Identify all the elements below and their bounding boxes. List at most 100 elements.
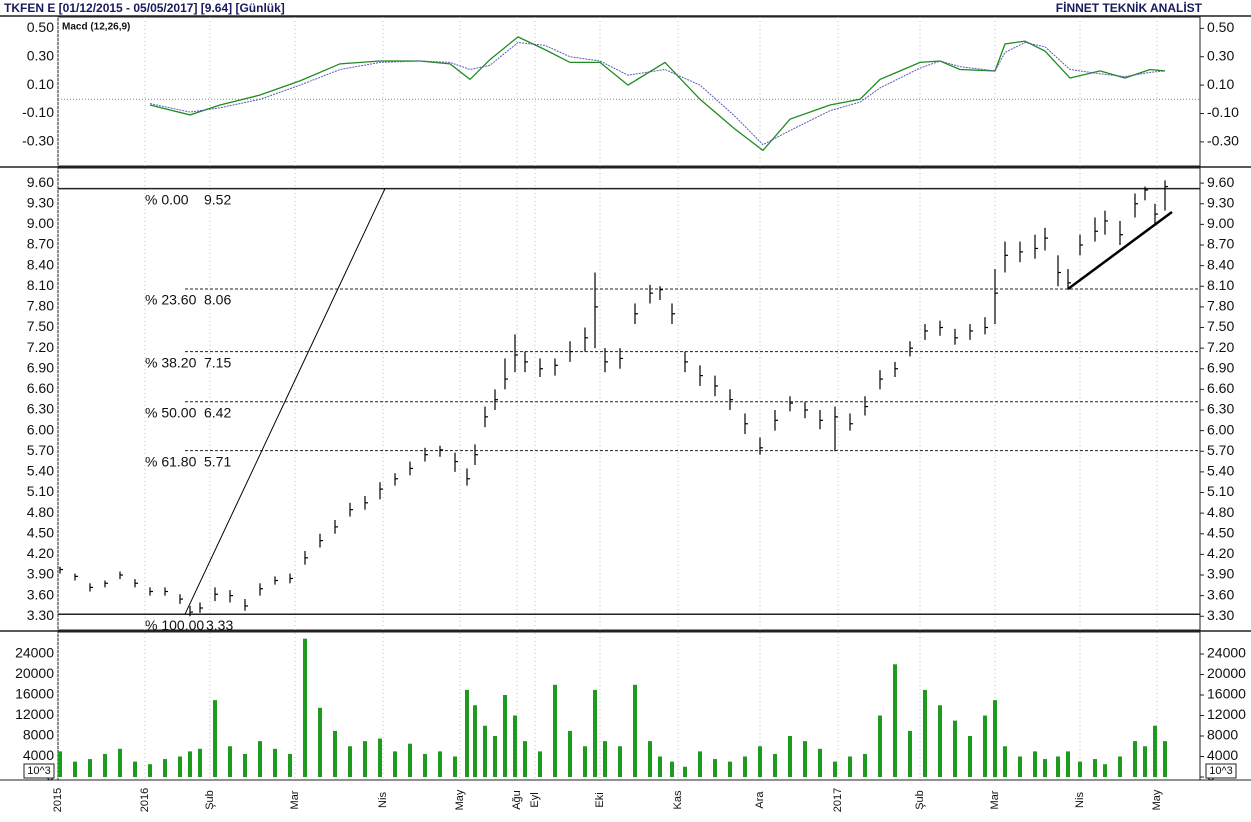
volume-bar — [583, 746, 587, 777]
indicator-title: Macd (12,26,9) — [62, 22, 130, 33]
volume-bar — [1163, 741, 1167, 777]
y-tick-label: 6.60 — [1207, 380, 1234, 396]
volume-bar — [968, 736, 972, 777]
volume-bar — [553, 684, 557, 777]
x-tick-label: 2017 — [832, 788, 844, 812]
y-tick-label: 6.00 — [27, 421, 54, 437]
header-source: FİNNET TEKNİK ANALİST — [1056, 0, 1203, 15]
y-tick-label: 8.40 — [27, 256, 54, 272]
y-tick-label: 4.20 — [27, 545, 54, 561]
unit-label: 10^3 — [27, 765, 51, 777]
fib-label: % 0.00 — [145, 191, 189, 207]
fib-label: % 23.60 — [145, 292, 197, 308]
x-tick-label: Eyl — [529, 792, 541, 807]
y-tick-label: 12000 — [1207, 706, 1246, 722]
x-tick-label: Kas — [672, 790, 684, 809]
volume-bar — [348, 746, 352, 777]
volume-bar — [538, 751, 542, 777]
y-tick-label: 5.40 — [1207, 463, 1234, 479]
y-tick-label: 3.30 — [1207, 607, 1234, 623]
volume-bar — [103, 753, 107, 777]
y-tick-label: 8.10 — [1207, 277, 1234, 293]
y-tick-label: -0.30 — [22, 133, 54, 149]
volume-bar — [258, 741, 262, 777]
y-tick-label: 5.70 — [1207, 442, 1234, 458]
volume-bar — [670, 761, 674, 777]
x-tick-label: Şub — [204, 790, 216, 810]
x-tick-label: Mar — [289, 790, 301, 809]
y-tick-label: 5.40 — [27, 463, 54, 479]
fib-value: 9.52 — [204, 191, 231, 207]
volume-bar — [993, 700, 997, 777]
volume-bar — [465, 689, 469, 777]
unit-label: 10^3 — [1209, 765, 1233, 777]
volume-bar — [178, 756, 182, 777]
volume-bar — [213, 700, 217, 777]
y-tick-label: 3.60 — [27, 586, 54, 602]
volume-bar — [1003, 746, 1007, 777]
fib-value: 3.33 — [206, 617, 233, 633]
y-tick-label: 9.00 — [27, 215, 54, 231]
volume-bar — [1133, 741, 1137, 777]
volume-bar — [228, 746, 232, 777]
volume-bar — [773, 753, 777, 777]
y-tick-label: 7.80 — [27, 298, 54, 314]
volume-bar — [408, 743, 412, 777]
y-tick-label: 0.50 — [1207, 19, 1234, 35]
y-tick-label: 6.00 — [1207, 421, 1234, 437]
volume-bar — [503, 695, 507, 777]
y-tick-label: 20000 — [15, 665, 54, 681]
panel-frame — [57, 16, 1201, 167]
volume-bar — [333, 730, 337, 777]
volume-bar — [423, 753, 427, 777]
x-tick-label: Mar — [989, 790, 1001, 809]
fib-value: 6.42 — [204, 404, 231, 420]
x-tick-label: Eki — [594, 792, 606, 807]
trend-line — [1067, 210, 1173, 291]
header-title: TKFEN E [01/12/2015 - 05/05/2017] [9.64]… — [4, 1, 285, 15]
y-tick-label: 4.80 — [27, 504, 54, 520]
y-tick-label: 7.50 — [1207, 318, 1234, 334]
volume-bar — [1056, 756, 1060, 777]
volume-bar — [473, 705, 477, 777]
volume-bar — [1043, 759, 1047, 777]
y-tick-label: 8000 — [23, 727, 54, 743]
volume-bar — [163, 759, 167, 777]
volume-bar — [618, 746, 622, 777]
x-tick-label: 2016 — [139, 788, 151, 812]
x-tick-label: May — [454, 789, 466, 810]
fib-label: % 38.20 — [145, 354, 197, 370]
x-tick-label: May — [1151, 789, 1163, 810]
volume-bar — [658, 756, 662, 777]
y-tick-label: 6.30 — [1207, 401, 1234, 417]
volume-bar — [288, 753, 292, 777]
y-tick-label: -0.10 — [22, 104, 54, 120]
volume-bar — [243, 753, 247, 777]
volume-bar — [1118, 756, 1122, 777]
volume-bar — [438, 751, 442, 777]
y-tick-label: 0.50 — [27, 19, 54, 35]
panel-frame — [57, 167, 1201, 631]
volume-bar — [1153, 725, 1157, 777]
volume-bar — [833, 761, 837, 777]
volume-bar — [878, 715, 882, 777]
volume-bar — [893, 664, 897, 777]
volume-bar — [683, 766, 687, 777]
unit-box — [1205, 763, 1237, 779]
y-tick-label: 7.80 — [1207, 298, 1234, 314]
volume-bar — [58, 751, 62, 777]
y-tick-label: 3.90 — [1207, 566, 1234, 582]
fib-value: 7.15 — [204, 354, 231, 370]
volume-bar — [118, 748, 122, 777]
volume-bar — [698, 751, 702, 777]
y-tick-label: 6.60 — [27, 380, 54, 396]
y-tick-label: 0.10 — [27, 76, 54, 92]
y-tick-label: -0.30 — [1207, 133, 1239, 149]
volume-bar — [568, 730, 572, 777]
y-tick-label: 24000 — [1207, 645, 1246, 661]
volume-bar — [1078, 761, 1082, 777]
fib-label: % 61.80 — [145, 453, 197, 469]
macd-line — [149, 36, 1166, 152]
volume-bar — [938, 705, 942, 777]
